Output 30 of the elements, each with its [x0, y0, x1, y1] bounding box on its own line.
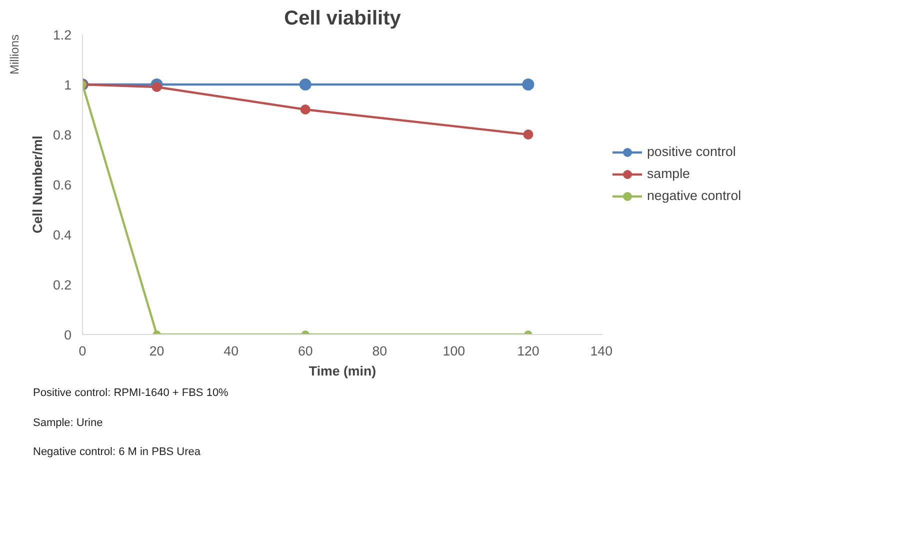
text: Positive control: RPMI-1640 + FBS 10% — [33, 386, 228, 401]
y-axis-title: Cell Number/ml — [30, 136, 45, 234]
point — [522, 78, 534, 90]
text: Negative control: 6 M in PBS Urea — [33, 445, 202, 460]
y-tick-label: 0.4 — [52, 228, 72, 242]
point — [523, 130, 534, 140]
x-tick-label: 60 — [298, 344, 313, 358]
x-tick-label: 0 — [78, 344, 86, 358]
y-tick-label: 1 — [64, 78, 72, 92]
y-tick-label: 0.2 — [52, 278, 72, 292]
y-tick-label: 1.2 — [52, 28, 72, 42]
y-tick-label: 0.6 — [52, 178, 72, 192]
legend-label: sample — [647, 166, 690, 181]
x-tick-label: 100 — [442, 344, 466, 358]
text: Millions — [8, 34, 22, 75]
chart-title: Cell viability — [284, 8, 402, 30]
x-tick-label: 20 — [149, 344, 164, 358]
y-tick-label: 0 — [64, 328, 72, 342]
text: Sample: Urine — [33, 416, 104, 431]
legend-label: positive control — [647, 144, 736, 159]
x-tick-label: 120 — [517, 344, 540, 358]
legend-label: negative control — [647, 188, 742, 203]
x-tick-label: 80 — [372, 344, 388, 358]
point — [300, 104, 310, 114]
y-tick-label: 0.8 — [52, 128, 72, 142]
x-tick-label: 40 — [224, 344, 238, 358]
x-tick-label: 140 — [590, 344, 613, 358]
x-axis-title: Time (min) — [308, 364, 376, 378]
point — [152, 82, 162, 92]
point — [299, 78, 312, 90]
